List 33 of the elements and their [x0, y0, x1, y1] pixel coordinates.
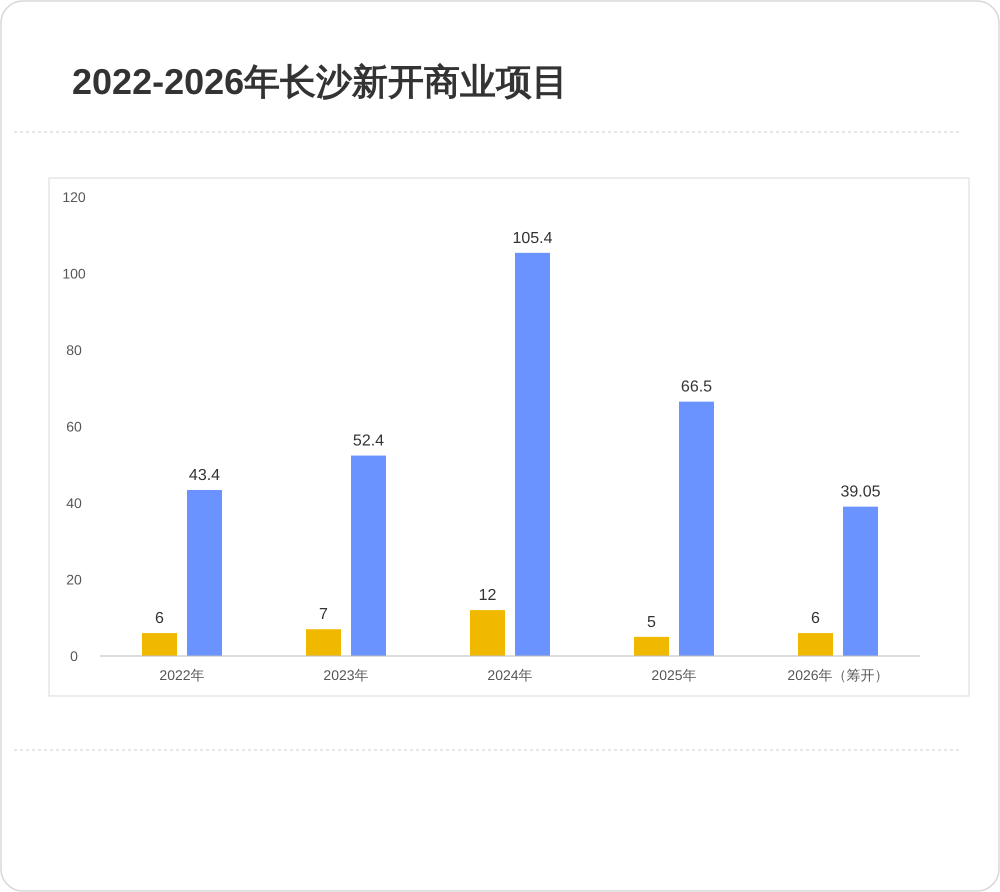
bar: [470, 610, 505, 656]
data-label: 12: [478, 587, 496, 604]
y-tick-label: 100: [62, 266, 86, 282]
x-tick-label: 2025年: [651, 667, 697, 683]
data-label: 66.5: [680, 378, 712, 396]
x-tick-label: 2023年: [323, 667, 369, 683]
data-label: 6: [155, 610, 164, 628]
data-label: 52.4: [352, 432, 384, 450]
chart-title: 2022-2026年长沙新开商业项目: [72, 61, 568, 102]
bar: [306, 629, 341, 656]
bar: [634, 636, 669, 656]
x-tick-label: 2026年（筹开）: [787, 667, 889, 683]
y-tick-label: 60: [66, 418, 82, 434]
y-tick-label: 40: [66, 495, 82, 511]
x-tick-label: 2022年: [159, 667, 205, 683]
bar: [679, 402, 714, 656]
y-tick-label: 20: [66, 572, 82, 588]
data-label: 5: [647, 614, 656, 631]
bar: [515, 252, 550, 656]
bar: [142, 633, 177, 656]
data-label: 105.4: [512, 230, 553, 247]
data-label: 43.4: [188, 466, 220, 484]
y-tick-label: 80: [66, 342, 82, 358]
y-tick-label: 0: [70, 648, 78, 664]
x-tick-label: 2024年: [487, 667, 533, 683]
bar: [798, 633, 833, 656]
data-label: 6: [811, 610, 820, 628]
data-label: 7: [319, 606, 328, 624]
data-label: 39.05: [840, 484, 881, 501]
bar: [351, 456, 386, 656]
y-tick-label: 120: [62, 189, 86, 205]
bar: [187, 490, 222, 656]
bar: [843, 506, 878, 656]
